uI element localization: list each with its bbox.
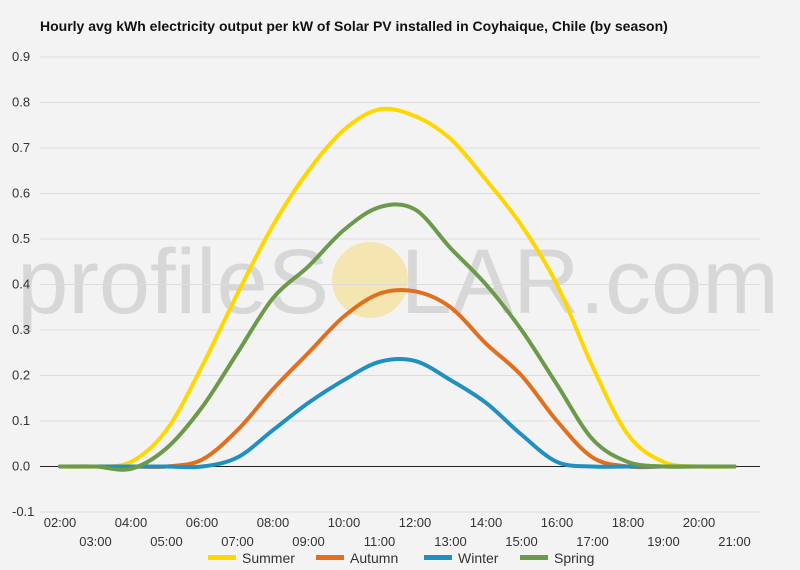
watermark-text: profileSOLAR.com: [17, 231, 779, 333]
x-tick-label: 03:00: [79, 534, 112, 549]
x-tick-label: 21:00: [718, 534, 751, 549]
x-tick-label: 17:00: [576, 534, 609, 549]
legend-label-autumn: Autumn: [350, 550, 398, 566]
x-tick-label: 19:00: [647, 534, 680, 549]
x-tick-label: 15:00: [505, 534, 538, 549]
y-tick-label: 0.4: [12, 277, 30, 292]
y-axis-labels: -0.1 0.0 0.1 0.2 0.3 0.4 0.5 0.6 0.7 0.8 0.9: [12, 49, 34, 519]
legend-swatch-spring: [520, 555, 548, 560]
x-tick-label: 18:00: [612, 515, 645, 530]
chart-title: Hourly avg kWh electricity output per kW…: [40, 18, 668, 34]
x-axis-labels: 02:0003:0004:0005:0006:0007:0008:0009:00…: [44, 515, 751, 549]
y-tick-label: 0.2: [12, 368, 30, 383]
watermark-sun-icon: [332, 242, 408, 318]
legend-label-summer: Summer: [242, 550, 295, 566]
x-tick-label: 16:00: [541, 515, 574, 530]
x-tick-label: 09:00: [292, 534, 325, 549]
legend-swatch-winter: [424, 555, 452, 560]
series-line-spring: [58, 202, 737, 472]
series-lines: [58, 106, 737, 472]
x-tick-label: 08:00: [257, 515, 290, 530]
legend: Summer Autumn Winter Spring: [208, 550, 594, 566]
y-tick-label: 0.1: [12, 413, 30, 428]
watermark: profileSOLAR.com: [17, 231, 779, 333]
y-tick-label: 0.3: [12, 322, 30, 337]
y-tick-label: -0.1: [12, 504, 34, 519]
x-tick-label: 04:00: [115, 515, 148, 530]
legend-label-winter: Winter: [458, 550, 499, 566]
x-tick-label: 12:00: [399, 515, 432, 530]
legend-swatch-autumn: [316, 555, 344, 560]
series-line-summer: [58, 106, 737, 469]
x-tick-label: 02:00: [44, 515, 77, 530]
x-tick-label: 05:00: [150, 534, 183, 549]
x-tick-label: 11:00: [364, 534, 396, 549]
x-tick-label: 20:00: [683, 515, 716, 530]
x-tick-label: 13:00: [434, 534, 467, 549]
y-tick-label: 0.5: [12, 231, 30, 246]
y-tick-label: 0.7: [12, 140, 30, 155]
x-tick-label: 14:00: [470, 515, 503, 530]
y-tick-label: 0.6: [12, 186, 30, 201]
legend-swatch-summer: [208, 555, 236, 560]
series-line-winter: [58, 357, 737, 470]
x-tick-label: 07:00: [221, 534, 254, 549]
y-tick-label: 0.9: [12, 49, 30, 64]
legend-label-spring: Spring: [554, 550, 594, 566]
x-tick-label: 06:00: [186, 515, 219, 530]
x-tick-label: 10:00: [328, 515, 361, 530]
grid-lines: [40, 56, 760, 513]
y-tick-label: 0.0: [12, 459, 30, 474]
y-tick-label: 0.8: [12, 95, 30, 110]
